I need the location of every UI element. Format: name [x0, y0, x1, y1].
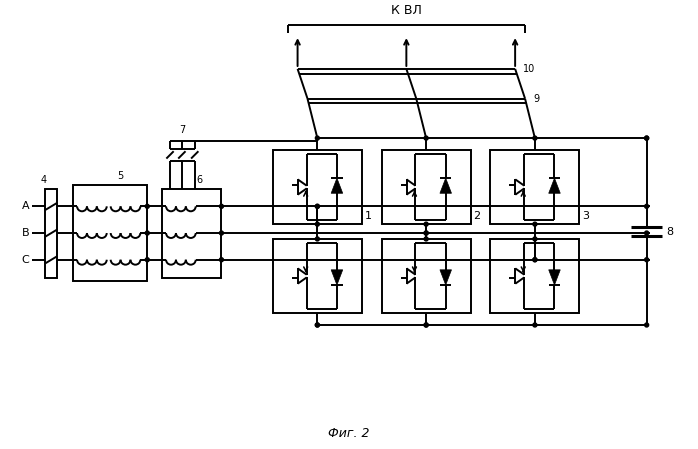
- Text: 9: 9: [533, 93, 539, 104]
- Polygon shape: [331, 270, 343, 285]
- Polygon shape: [440, 178, 452, 193]
- Polygon shape: [440, 270, 452, 285]
- Circle shape: [533, 323, 537, 327]
- Circle shape: [315, 204, 319, 208]
- Circle shape: [315, 136, 319, 140]
- Text: A: A: [22, 201, 29, 211]
- Bar: [491, 150, 579, 224]
- Circle shape: [219, 258, 223, 262]
- Text: 2: 2: [474, 211, 481, 221]
- Circle shape: [315, 323, 319, 327]
- Circle shape: [424, 323, 428, 327]
- Circle shape: [315, 237, 319, 241]
- Circle shape: [424, 323, 428, 327]
- Bar: [73, 185, 147, 282]
- Circle shape: [645, 231, 648, 235]
- Text: 4: 4: [40, 175, 47, 185]
- Text: 10: 10: [523, 64, 535, 74]
- Text: B: B: [22, 228, 29, 238]
- Bar: [491, 239, 579, 313]
- Circle shape: [645, 258, 648, 262]
- Text: К ВЛ: К ВЛ: [391, 4, 422, 18]
- Circle shape: [145, 258, 149, 262]
- Bar: [162, 189, 221, 277]
- Text: 1: 1: [365, 211, 372, 221]
- Circle shape: [645, 323, 648, 327]
- Circle shape: [424, 231, 428, 235]
- Circle shape: [533, 136, 537, 140]
- Circle shape: [315, 222, 319, 226]
- Polygon shape: [331, 178, 343, 193]
- Bar: [382, 150, 470, 224]
- Circle shape: [145, 231, 149, 235]
- Text: 8: 8: [667, 227, 674, 237]
- Text: 6: 6: [197, 175, 203, 185]
- Circle shape: [145, 204, 149, 208]
- Circle shape: [424, 222, 428, 226]
- Circle shape: [424, 136, 428, 140]
- Text: C: C: [22, 255, 29, 265]
- Text: 5: 5: [117, 171, 124, 180]
- Circle shape: [219, 231, 223, 235]
- Circle shape: [533, 237, 537, 241]
- Circle shape: [424, 231, 428, 235]
- Text: 3: 3: [582, 211, 589, 221]
- Circle shape: [315, 323, 319, 327]
- Polygon shape: [549, 178, 560, 193]
- Bar: [45, 189, 57, 277]
- Circle shape: [645, 136, 648, 140]
- Circle shape: [533, 258, 537, 262]
- Bar: [273, 239, 362, 313]
- Bar: [273, 150, 362, 224]
- Circle shape: [315, 204, 319, 208]
- Circle shape: [533, 258, 537, 262]
- Text: Фиг. 2: Фиг. 2: [328, 427, 370, 440]
- Circle shape: [424, 237, 428, 241]
- Circle shape: [645, 204, 648, 208]
- Bar: [382, 239, 470, 313]
- Circle shape: [533, 222, 537, 226]
- Text: 7: 7: [179, 125, 185, 135]
- Circle shape: [645, 136, 648, 140]
- Polygon shape: [549, 270, 560, 285]
- Circle shape: [219, 204, 223, 208]
